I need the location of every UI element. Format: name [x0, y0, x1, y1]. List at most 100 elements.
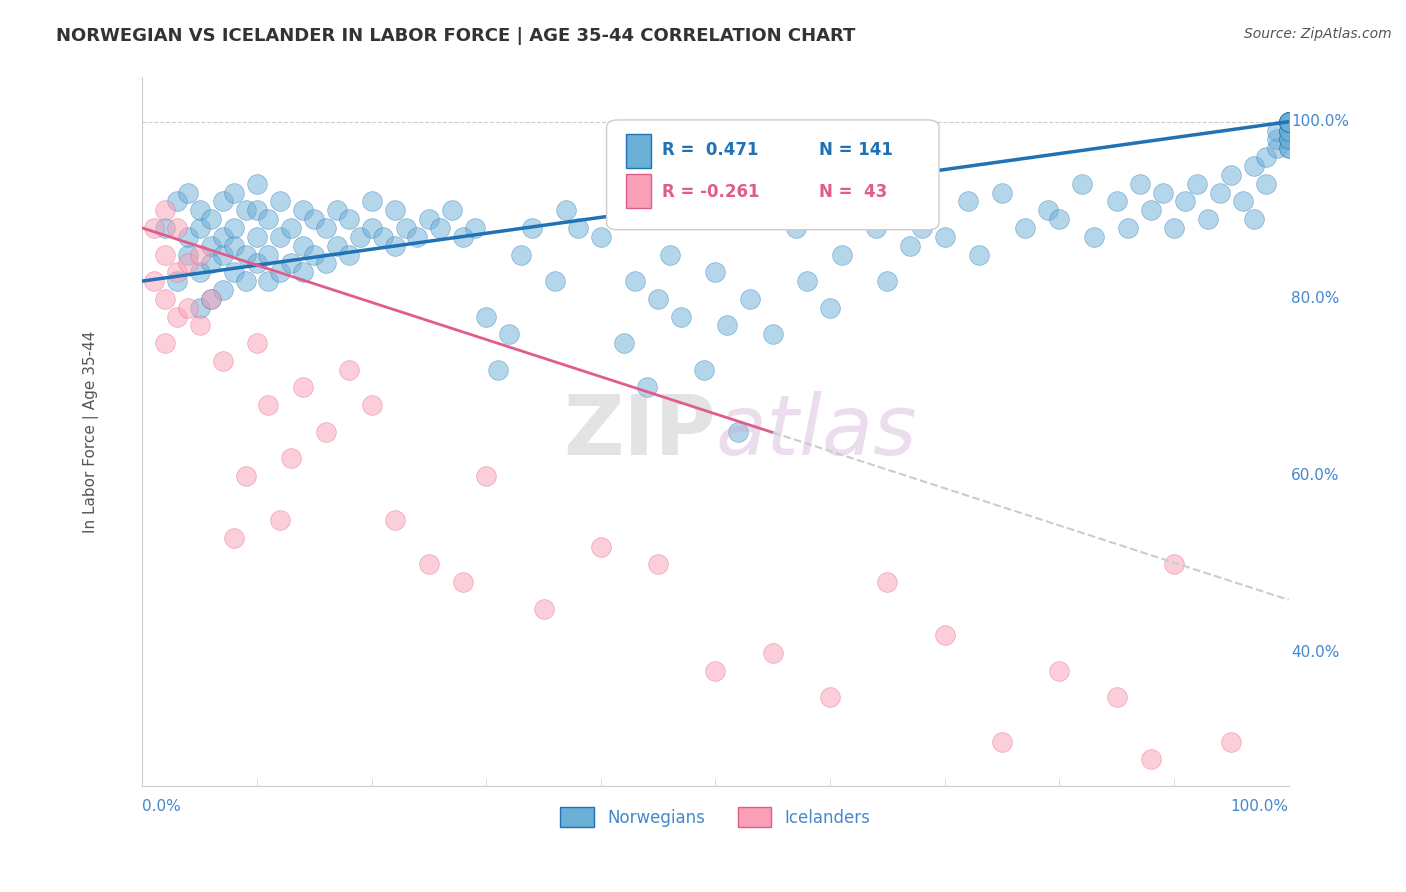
Point: [991, 186, 1014, 200]
Point: [211, 283, 233, 297]
Point: [166, 221, 188, 235]
Point: [257, 212, 280, 227]
Point: [589, 229, 612, 244]
Text: atlas: atlas: [716, 391, 917, 472]
Point: [1254, 177, 1277, 191]
Point: [1278, 114, 1301, 128]
Point: [453, 575, 475, 590]
Point: [624, 274, 647, 288]
Point: [727, 425, 749, 439]
Point: [155, 247, 177, 261]
Point: [1014, 221, 1036, 235]
Point: [991, 734, 1014, 748]
Point: [315, 221, 337, 235]
Point: [658, 247, 681, 261]
Text: 0.0%: 0.0%: [142, 798, 181, 814]
FancyBboxPatch shape: [606, 120, 939, 230]
Point: [1278, 114, 1301, 128]
Point: [406, 229, 429, 244]
Point: [1265, 132, 1288, 146]
Point: [898, 238, 921, 252]
Point: [360, 194, 382, 209]
Point: [1278, 141, 1301, 155]
Point: [1243, 212, 1265, 227]
Point: [1047, 212, 1070, 227]
Point: [544, 274, 567, 288]
Point: [1209, 186, 1232, 200]
Point: [520, 221, 543, 235]
Point: [818, 301, 841, 315]
Point: [326, 238, 349, 252]
Point: [1278, 114, 1301, 128]
Point: [291, 238, 314, 252]
Point: [222, 186, 245, 200]
Point: [337, 362, 360, 376]
Point: [1174, 194, 1197, 209]
Point: [1278, 114, 1301, 128]
Point: [246, 229, 269, 244]
Legend: Norwegians, Icelanders: Norwegians, Icelanders: [554, 800, 877, 834]
Point: [865, 221, 887, 235]
Point: [818, 690, 841, 705]
Point: [555, 203, 578, 218]
Text: In Labor Force | Age 35-44: In Labor Force | Age 35-44: [83, 330, 98, 533]
Point: [1105, 194, 1128, 209]
Point: [1265, 141, 1288, 155]
Point: [166, 310, 188, 324]
Point: [1278, 141, 1301, 155]
Point: [269, 265, 291, 279]
Point: [211, 229, 233, 244]
Point: [1105, 690, 1128, 705]
Point: [142, 221, 165, 235]
Point: [876, 274, 898, 288]
Bar: [626, 134, 651, 168]
Point: [257, 274, 280, 288]
Point: [1278, 114, 1301, 128]
Point: [360, 398, 382, 412]
Point: [831, 247, 853, 261]
Point: [1278, 114, 1301, 128]
Point: [567, 221, 589, 235]
Text: 80.0%: 80.0%: [1291, 292, 1340, 306]
Point: [1232, 194, 1254, 209]
Point: [291, 265, 314, 279]
Point: [246, 203, 269, 218]
Point: [796, 274, 818, 288]
Point: [177, 301, 200, 315]
Point: [1278, 114, 1301, 128]
Point: [337, 247, 360, 261]
Point: [291, 203, 314, 218]
Point: [188, 203, 211, 218]
Point: [235, 247, 257, 261]
Point: [1116, 221, 1139, 235]
Point: [1152, 186, 1174, 200]
Point: [1071, 177, 1094, 191]
Point: [636, 380, 658, 394]
Point: [384, 238, 406, 252]
Point: [222, 265, 245, 279]
Point: [200, 212, 222, 227]
Point: [384, 203, 406, 218]
Point: [349, 229, 371, 244]
Point: [384, 513, 406, 527]
Point: [967, 247, 990, 261]
Point: [1197, 212, 1219, 227]
Point: [1254, 150, 1277, 164]
Point: [613, 336, 636, 351]
Point: [475, 310, 498, 324]
Point: [1278, 114, 1301, 128]
Point: [235, 274, 257, 288]
Point: [1278, 123, 1301, 137]
Point: [257, 247, 280, 261]
Point: [956, 194, 979, 209]
Point: [211, 247, 233, 261]
Point: [188, 265, 211, 279]
Point: [222, 238, 245, 252]
Point: [246, 256, 269, 270]
Point: [188, 221, 211, 235]
Point: [1220, 168, 1243, 182]
Point: [200, 256, 222, 270]
Point: [1083, 229, 1105, 244]
Point: [155, 221, 177, 235]
Point: [177, 247, 200, 261]
